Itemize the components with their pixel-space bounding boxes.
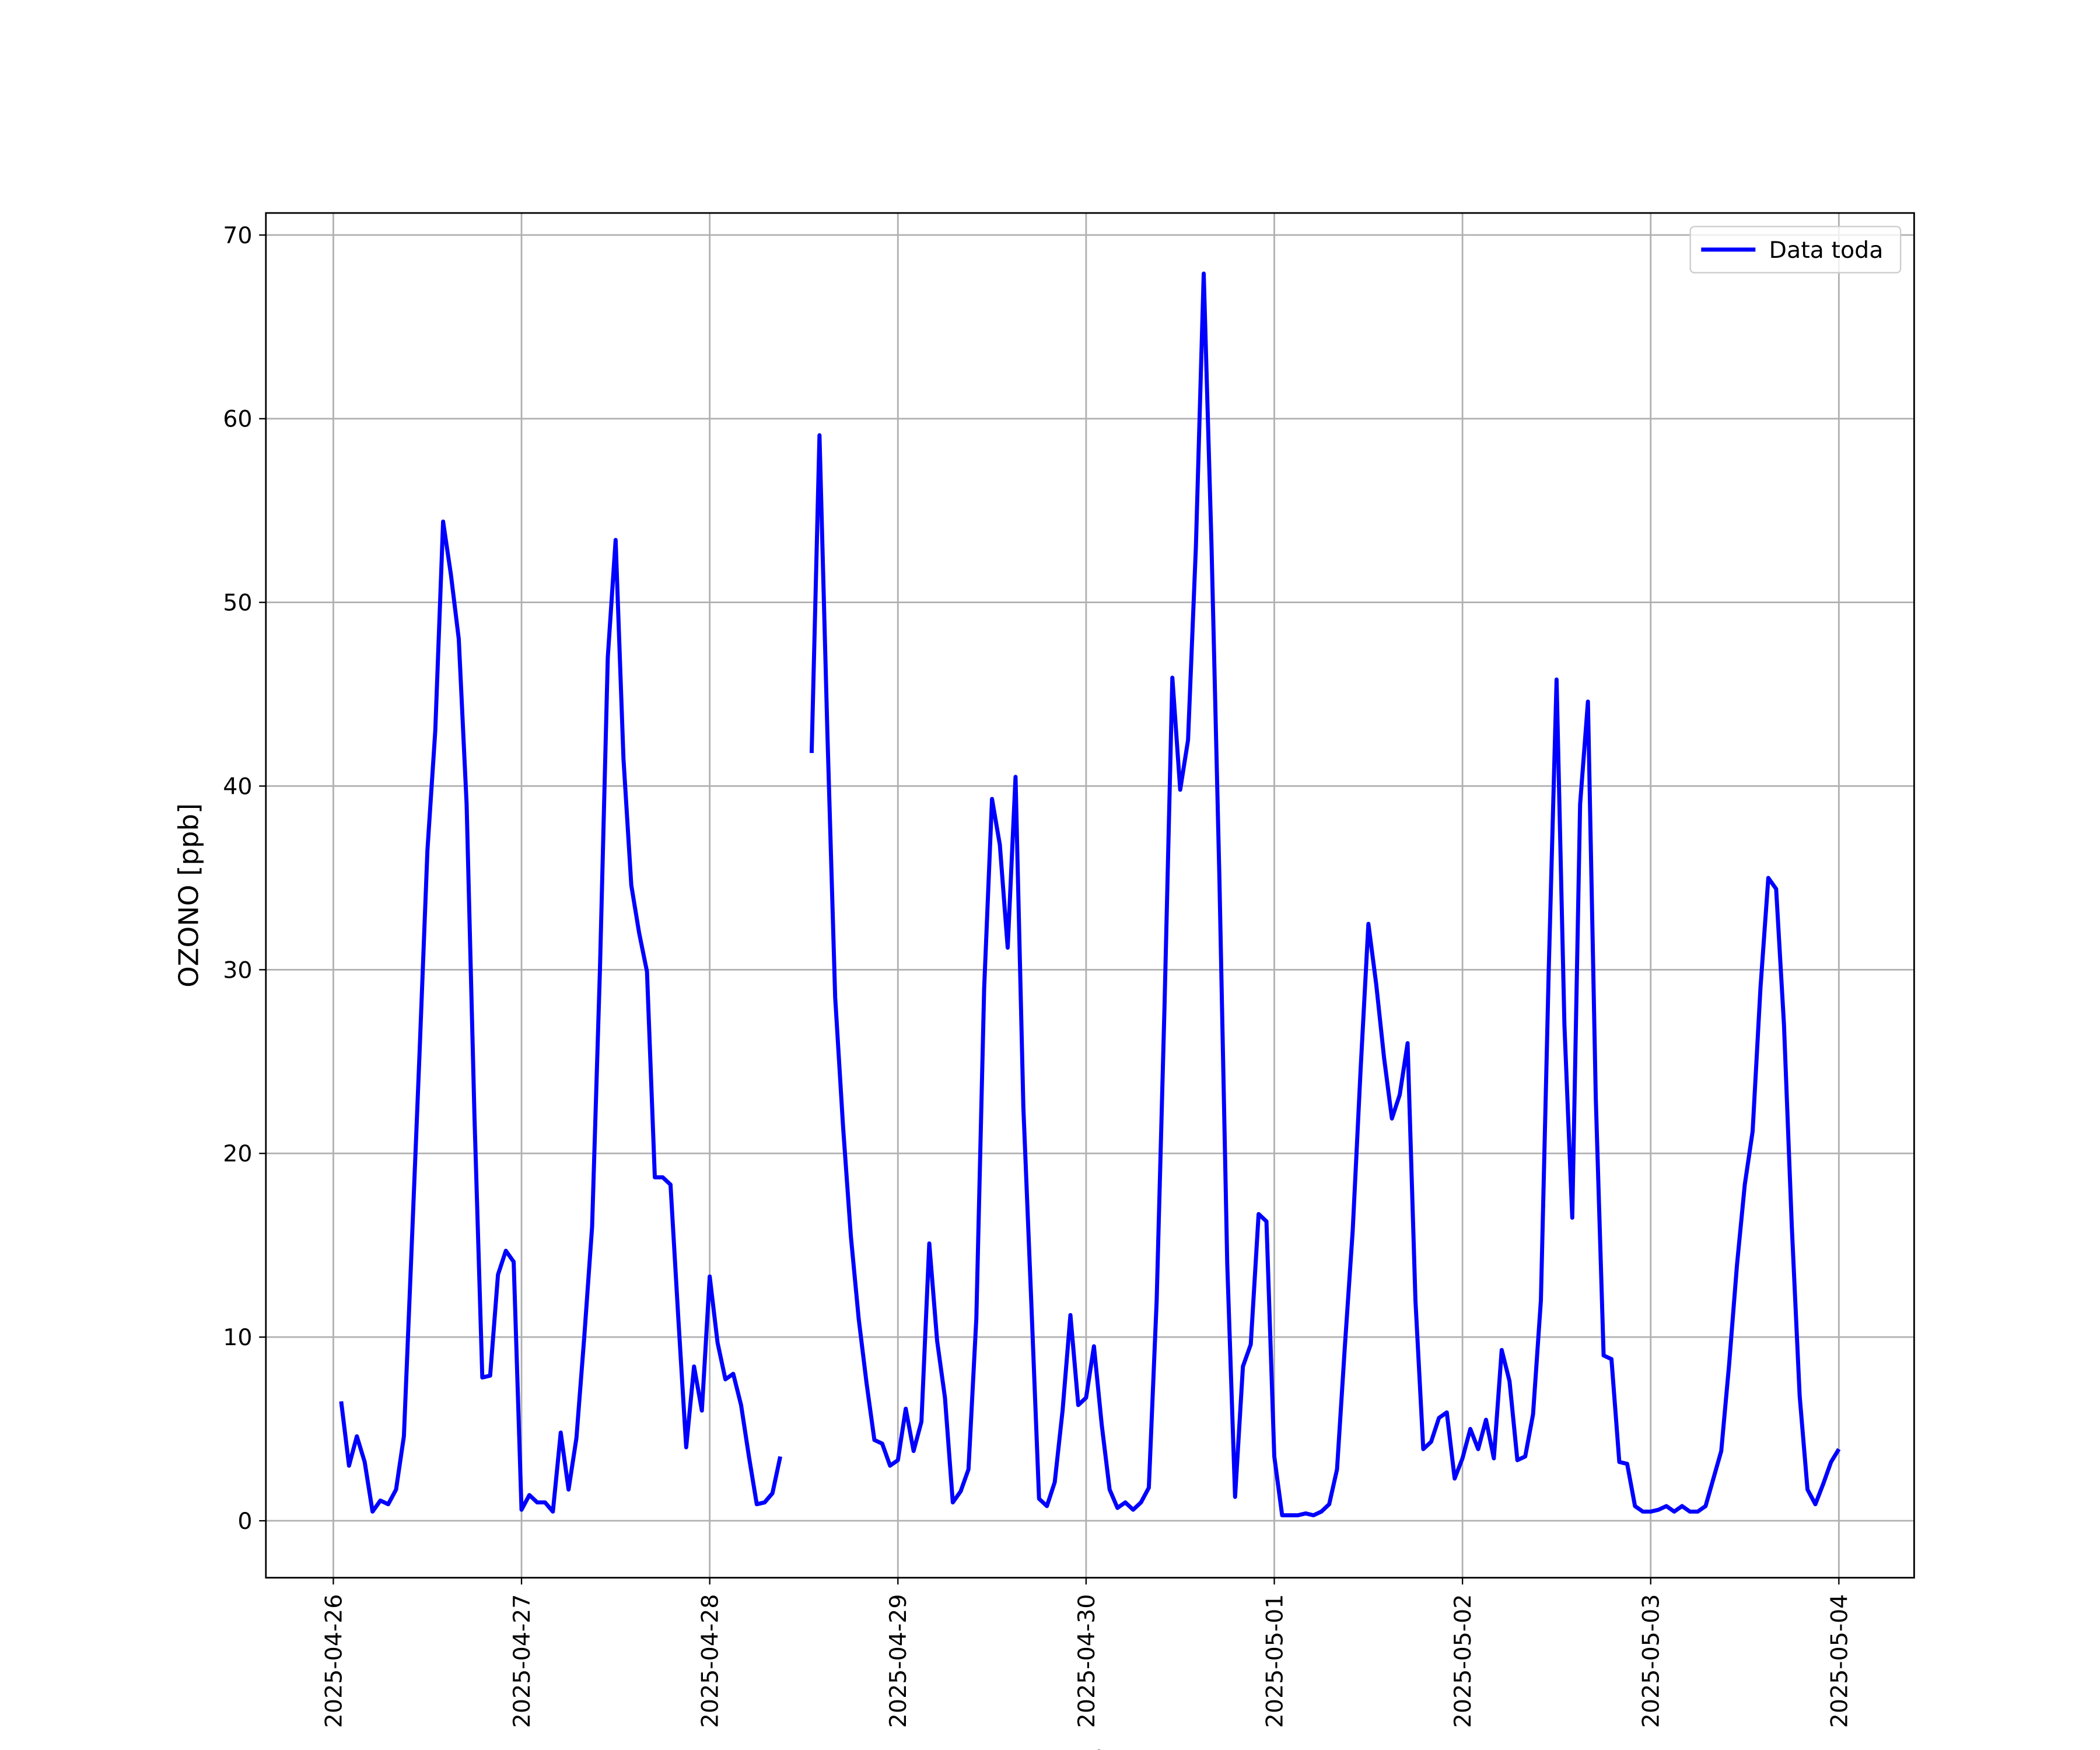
axes-frame <box>265 212 1915 1579</box>
x-axis-label: Fecha <box>1049 1745 1129 1750</box>
x-tick-label: 2025-04-27 <box>509 1594 536 1728</box>
data-line <box>339 271 1841 1518</box>
legend: Data toda <box>1689 226 1902 274</box>
y-tick-label: 30 <box>223 957 252 984</box>
y-tick-label: 10 <box>223 1324 252 1351</box>
x-tick-label: 2025-04-26 <box>320 1594 347 1728</box>
x-tick-label: 2025-04-29 <box>885 1594 912 1728</box>
plot-area <box>339 271 1841 1518</box>
y-tick-label: 0 <box>237 1508 252 1535</box>
x-tick-label: 2025-05-02 <box>1450 1594 1476 1728</box>
grid <box>265 213 1915 1578</box>
x-tick-label: 2025-04-30 <box>1073 1594 1100 1728</box>
legend-label: Data toda <box>1769 237 1884 264</box>
y-tick-label: 50 <box>223 590 252 617</box>
ticks: 0 10 20 30 40 50 60 70 2025-04-26 2025-04-27 2025-… <box>223 222 1853 1728</box>
y-tick-label: 60 <box>223 406 252 433</box>
y-axis-label: OZONO [ppb] <box>173 803 205 988</box>
legend-box <box>1689 226 1902 274</box>
y-tick-label: 20 <box>223 1140 252 1167</box>
x-tick-label: 2025-05-04 <box>1826 1594 1853 1728</box>
x-tick-label: 2025-05-01 <box>1261 1594 1288 1728</box>
x-tick-label: 2025-05-03 <box>1638 1594 1665 1728</box>
x-tick-label: 2025-04-28 <box>697 1594 724 1728</box>
y-tick-label: 40 <box>223 773 252 800</box>
y-tick-label: 70 <box>223 222 252 249</box>
